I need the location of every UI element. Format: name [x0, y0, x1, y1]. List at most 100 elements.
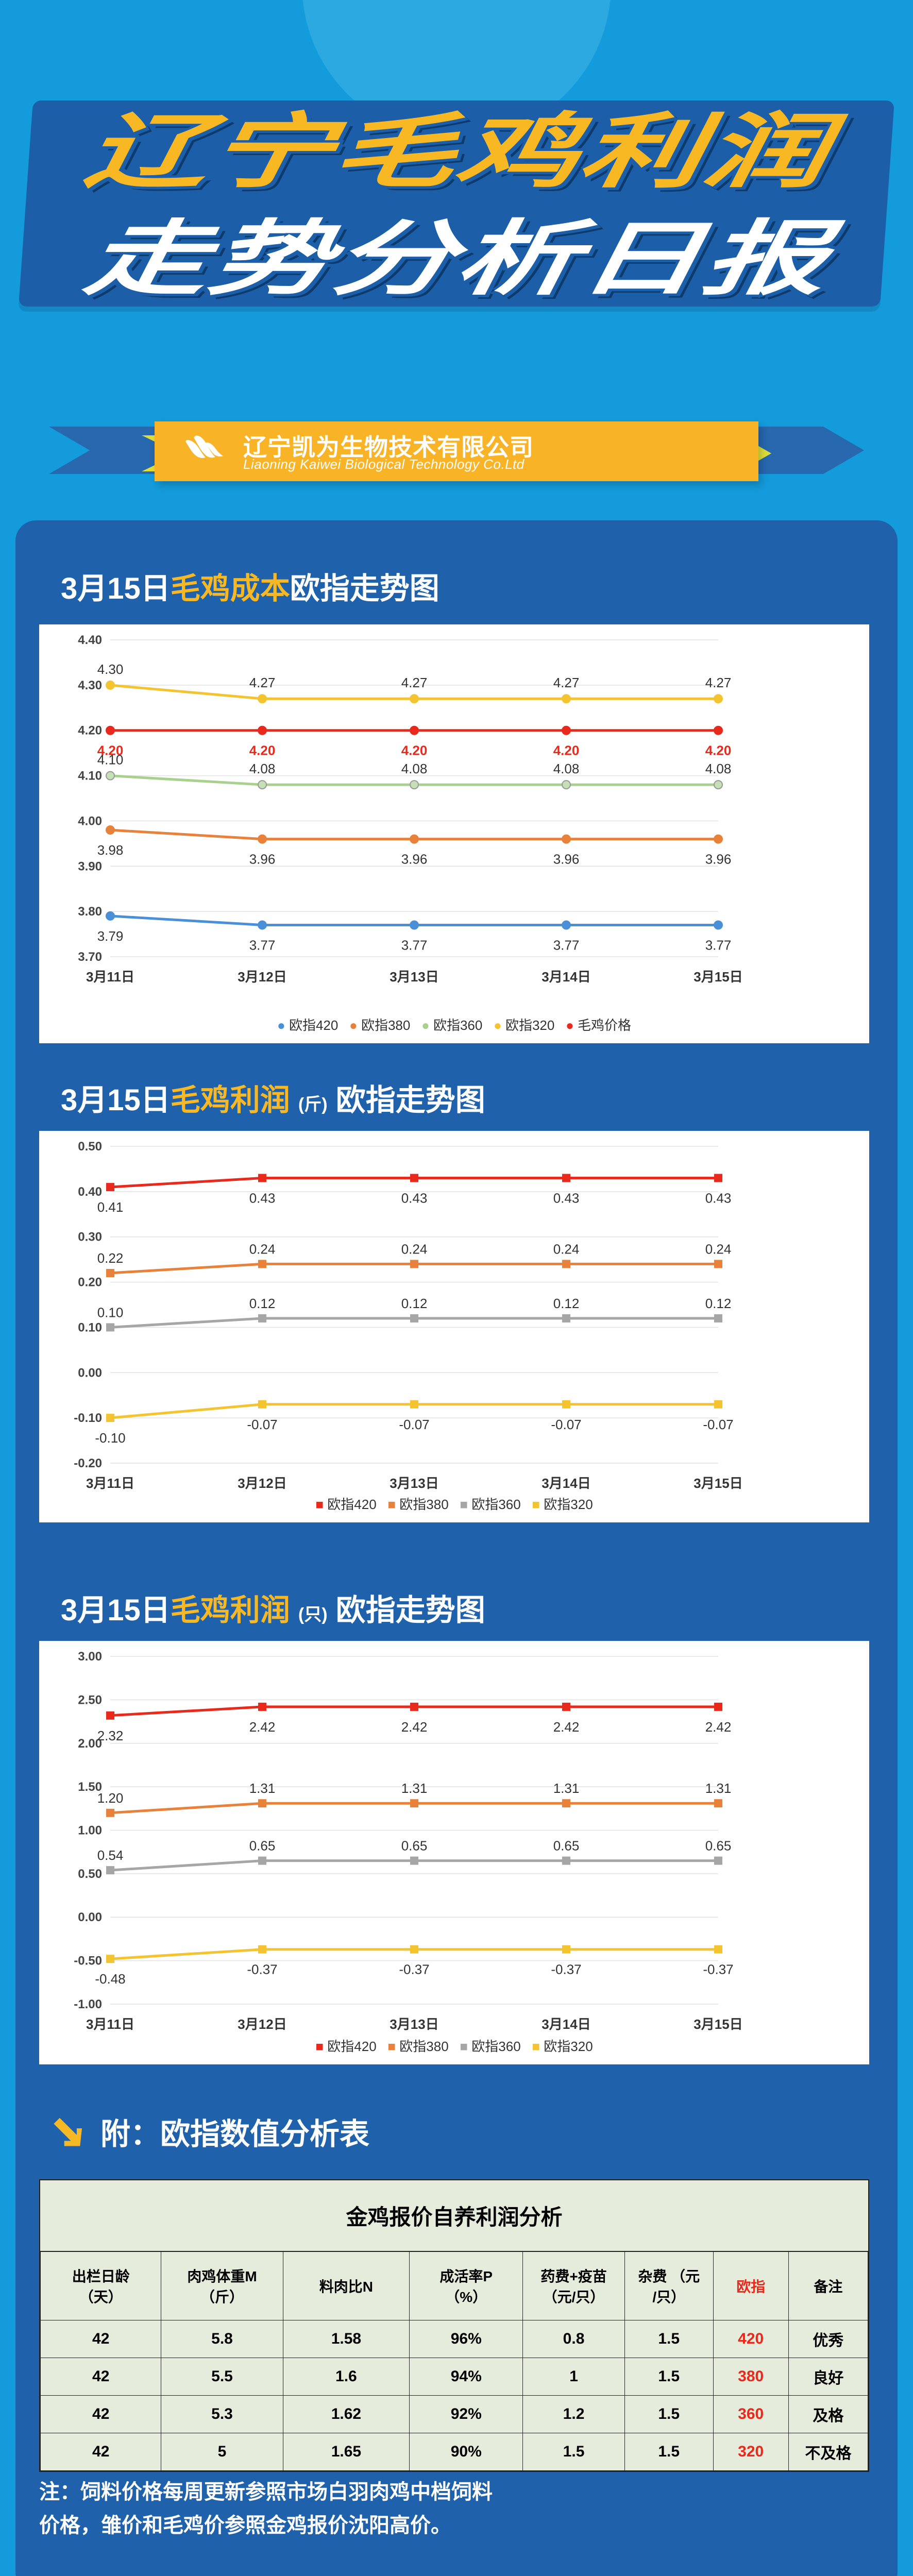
svg-text:4.08: 4.08: [249, 761, 276, 776]
svg-text:3.79: 3.79: [97, 928, 124, 944]
svg-text:3月12日: 3月12日: [238, 969, 286, 985]
svg-text:4.20: 4.20: [78, 724, 102, 738]
svg-text:1.31: 1.31: [249, 1781, 276, 1796]
svg-text:-0.10: -0.10: [74, 1411, 102, 1425]
svg-text:1.31: 1.31: [553, 1781, 580, 1796]
svg-text:-0.07: -0.07: [703, 1417, 733, 1432]
svg-text:2.42: 2.42: [249, 1719, 276, 1735]
svg-text:3.70: 3.70: [78, 950, 102, 964]
svg-text:0.65: 0.65: [705, 1838, 732, 1854]
svg-text:-0.07: -0.07: [399, 1417, 429, 1432]
svg-text:0.40: 0.40: [78, 1185, 102, 1199]
svg-text:4.27: 4.27: [705, 675, 732, 690]
svg-text:0.41: 0.41: [97, 1199, 124, 1215]
svg-text:1.31: 1.31: [705, 1781, 732, 1796]
svg-text:-1.00: -1.00: [74, 1997, 102, 2011]
svg-text:0.22: 0.22: [97, 1250, 124, 1266]
svg-text:1.31: 1.31: [401, 1781, 428, 1796]
svg-text:4.40: 4.40: [78, 633, 102, 647]
svg-text:0.10: 0.10: [97, 1304, 124, 1320]
svg-text:0.65: 0.65: [553, 1838, 580, 1854]
svg-text:1.00: 1.00: [78, 1824, 102, 1838]
svg-text:3.77: 3.77: [705, 938, 732, 953]
svg-text:0.43: 0.43: [553, 1191, 580, 1206]
svg-text:0.50: 0.50: [78, 1140, 102, 1154]
svg-text:0.43: 0.43: [705, 1191, 732, 1206]
svg-text:1.20: 1.20: [97, 1790, 124, 1806]
svg-text:4.08: 4.08: [553, 761, 580, 776]
svg-text:0.65: 0.65: [249, 1838, 276, 1854]
svg-text:0.30: 0.30: [78, 1230, 102, 1244]
svg-text:0.20: 0.20: [78, 1276, 102, 1290]
svg-text:4.20: 4.20: [249, 743, 276, 758]
svg-text:3.90: 3.90: [78, 859, 102, 873]
svg-text:4.27: 4.27: [249, 675, 276, 690]
svg-text:0.00: 0.00: [78, 1366, 102, 1380]
svg-text:-0.48: -0.48: [95, 1971, 125, 1987]
svg-text:2.42: 2.42: [705, 1719, 732, 1735]
svg-text:3月13日: 3月13日: [390, 2016, 438, 2032]
svg-text:3月14日: 3月14日: [542, 2016, 590, 2032]
svg-text:4.20: 4.20: [553, 743, 580, 758]
svg-text:3月11日: 3月11日: [86, 1476, 134, 1491]
svg-text:0.43: 0.43: [249, 1191, 276, 1206]
svg-text:0.10: 0.10: [78, 1320, 102, 1334]
svg-text:3.96: 3.96: [705, 852, 732, 867]
svg-text:4.30: 4.30: [97, 662, 124, 677]
svg-text:-0.07: -0.07: [551, 1417, 581, 1432]
svg-text:-0.37: -0.37: [551, 1962, 581, 1977]
svg-text:3月12日: 3月12日: [238, 1476, 286, 1491]
svg-text:0.43: 0.43: [401, 1191, 428, 1206]
svg-text:0.50: 0.50: [78, 1867, 102, 1881]
svg-text:-0.20: -0.20: [74, 1456, 102, 1470]
svg-text:4.20: 4.20: [705, 743, 732, 758]
svg-text:0.12: 0.12: [705, 1296, 732, 1311]
svg-text:0.24: 0.24: [705, 1241, 732, 1257]
svg-text:3月11日: 3月11日: [86, 969, 134, 985]
svg-text:3月13日: 3月13日: [390, 1476, 438, 1491]
svg-text:3.00: 3.00: [78, 1650, 102, 1664]
svg-text:3月12日: 3月12日: [238, 2016, 286, 2032]
svg-text:4.08: 4.08: [705, 761, 732, 776]
svg-text:3月11日: 3月11日: [86, 2016, 134, 2032]
svg-text:3.77: 3.77: [401, 938, 428, 953]
svg-text:3月15日: 3月15日: [694, 969, 742, 985]
svg-text:0.00: 0.00: [78, 1910, 102, 1924]
svg-text:3.96: 3.96: [401, 852, 428, 867]
svg-text:4.00: 4.00: [78, 814, 102, 828]
svg-text:3.96: 3.96: [553, 852, 580, 867]
svg-text:3.96: 3.96: [249, 852, 276, 867]
svg-text:0.24: 0.24: [553, 1241, 580, 1257]
svg-text:-0.37: -0.37: [247, 1962, 277, 1977]
svg-text:-0.50: -0.50: [74, 1954, 102, 1968]
svg-text:3.98: 3.98: [97, 842, 124, 858]
svg-text:0.12: 0.12: [553, 1296, 580, 1311]
svg-text:2.42: 2.42: [401, 1719, 428, 1735]
svg-text:2.32: 2.32: [97, 1728, 124, 1743]
svg-text:0.54: 0.54: [97, 1848, 124, 1863]
svg-text:2.42: 2.42: [553, 1719, 580, 1735]
svg-text:0.12: 0.12: [401, 1296, 428, 1311]
svg-text:0.12: 0.12: [249, 1296, 276, 1311]
svg-text:4.10: 4.10: [78, 769, 102, 783]
svg-text:3.80: 3.80: [78, 905, 102, 919]
svg-text:4.20: 4.20: [97, 743, 124, 758]
svg-text:-0.07: -0.07: [247, 1417, 277, 1432]
svg-text:3.77: 3.77: [249, 938, 276, 953]
svg-text:2.50: 2.50: [78, 1693, 102, 1707]
svg-text:3月15日: 3月15日: [694, 1476, 742, 1491]
svg-text:4.27: 4.27: [553, 675, 580, 690]
svg-text:3月13日: 3月13日: [390, 969, 438, 985]
svg-text:-0.37: -0.37: [399, 1962, 429, 1977]
svg-text:3月14日: 3月14日: [542, 969, 590, 985]
svg-text:4.20: 4.20: [401, 743, 428, 758]
svg-text:0.24: 0.24: [249, 1241, 276, 1257]
svg-text:3月14日: 3月14日: [542, 1476, 590, 1491]
svg-text:4.30: 4.30: [78, 679, 102, 692]
svg-text:3.77: 3.77: [553, 938, 580, 953]
svg-text:0.65: 0.65: [401, 1838, 428, 1854]
svg-text:3月15日: 3月15日: [694, 2016, 742, 2032]
svg-text:0.24: 0.24: [401, 1241, 428, 1257]
svg-text:4.08: 4.08: [401, 761, 428, 776]
svg-text:4.27: 4.27: [401, 675, 428, 690]
